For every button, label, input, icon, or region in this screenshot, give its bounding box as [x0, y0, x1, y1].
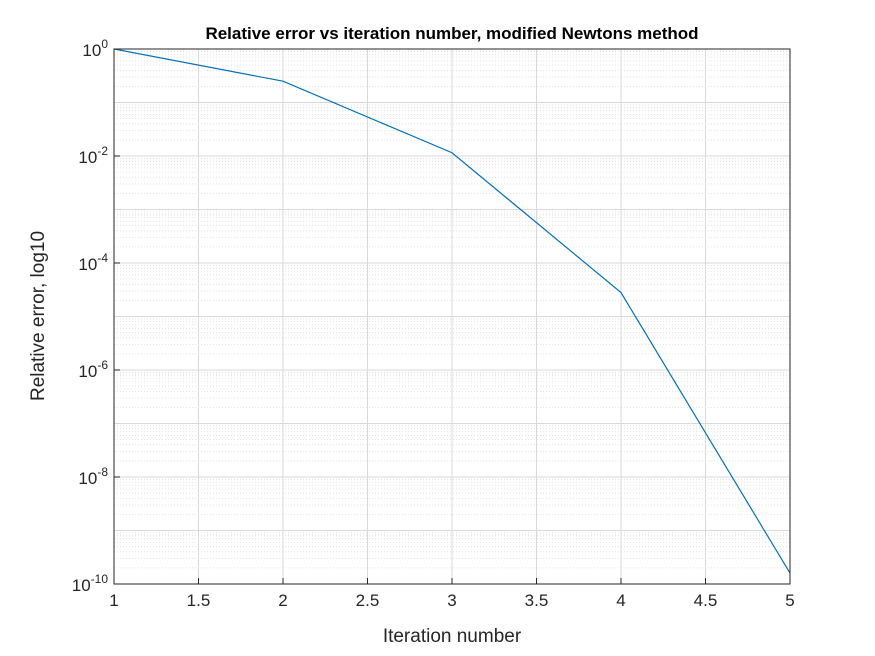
x-tick-label: 4.5	[694, 591, 718, 610]
x-tick-label: 2	[278, 591, 287, 610]
x-tick-label: 4	[616, 591, 625, 610]
series-line	[113, 48, 791, 574]
x-tick-label: 3.5	[525, 591, 549, 610]
y-tick-label: 10-8	[78, 465, 108, 488]
y-tick-label: 10-4	[78, 251, 108, 274]
y-tick-label: 10-6	[78, 358, 108, 381]
x-axis-label: Iteration number	[383, 626, 522, 647]
x-tick-label: 1	[109, 591, 118, 610]
x-tick-label: 5	[785, 591, 794, 610]
x-tick-label: 3	[447, 591, 456, 610]
y-axis-label: Relative error, log10	[28, 231, 49, 401]
series-layer	[113, 48, 791, 574]
y-tick-label: 100	[82, 37, 108, 60]
x-tick-label: 1.5	[187, 591, 211, 610]
y-tick-label: 10-2	[78, 144, 108, 167]
x-tick-label: 2.5	[356, 591, 380, 610]
x-ticks: 1 1.5 2 2.5 3 3.5 4 4.5 5	[109, 578, 795, 610]
chart-title: Relative error vs iteration number, modi…	[205, 24, 698, 43]
y-tick-label: 10-10	[72, 572, 109, 595]
y-ticks: 100 10-2 10-4 10-6 10-8 10-10	[72, 37, 120, 595]
